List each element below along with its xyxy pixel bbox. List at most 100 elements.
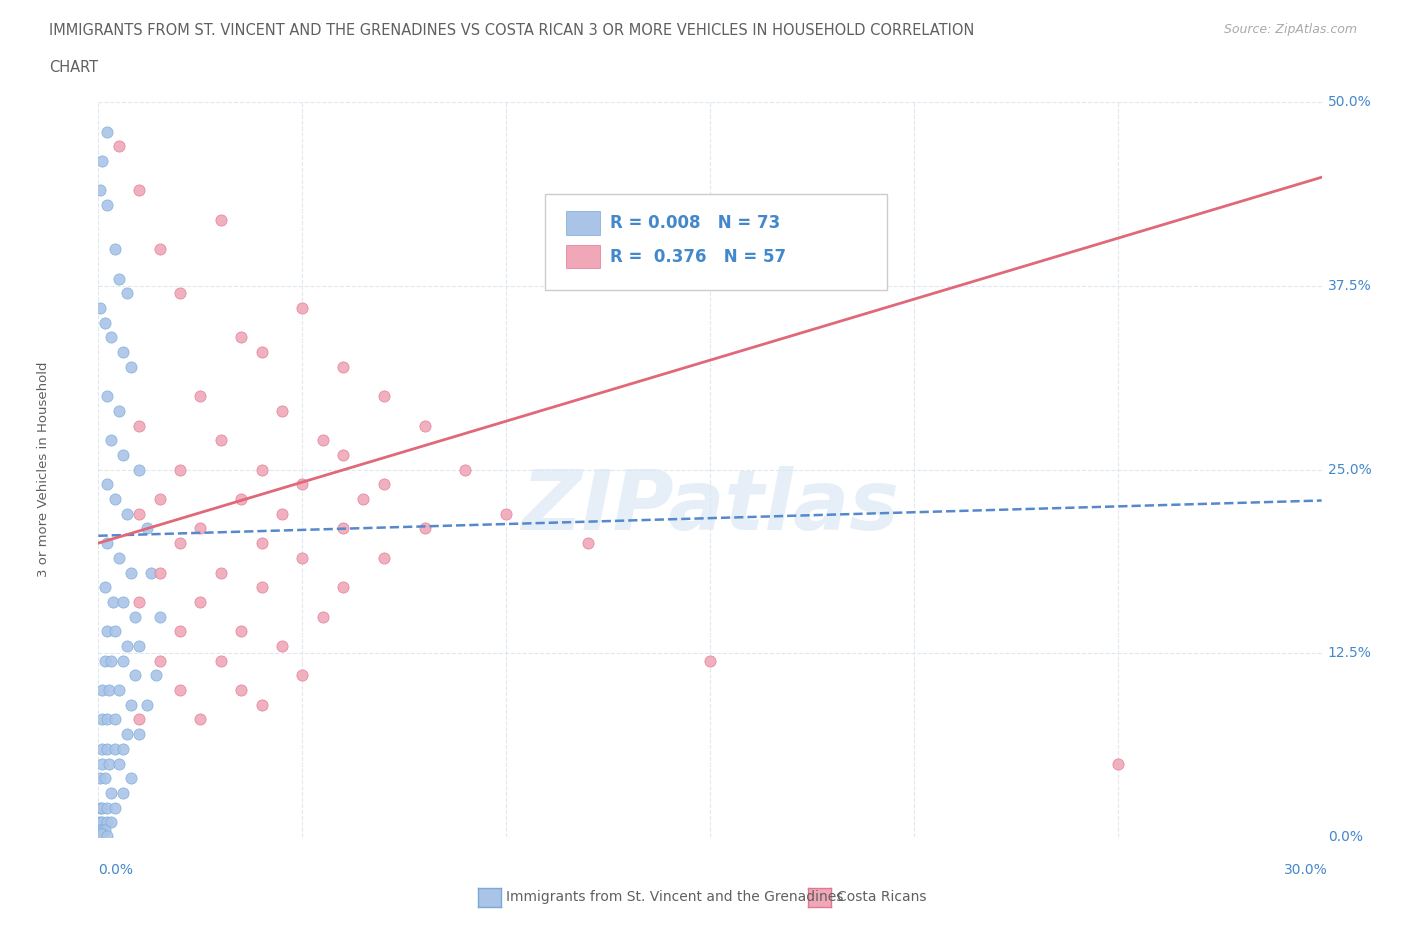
Point: [111, 741, 134, 756]
Text: Source: ZipAtlas.com: Source: ZipAtlas.com: [1223, 23, 1357, 36]
Point: [100, 815, 122, 830]
Point: [97, 683, 120, 698]
Point: [209, 653, 232, 668]
Point: [149, 492, 172, 507]
Text: 0.0%: 0.0%: [98, 863, 134, 877]
Point: [89, 800, 111, 815]
Point: [332, 579, 354, 594]
Point: [111, 594, 134, 609]
Point: [108, 756, 131, 771]
Point: [291, 477, 314, 492]
Text: 50.0%: 50.0%: [1327, 95, 1371, 110]
FancyBboxPatch shape: [546, 194, 887, 289]
Point: [270, 639, 294, 654]
Point: [89, 825, 111, 840]
Point: [332, 447, 354, 462]
Point: [352, 492, 374, 507]
Point: [96, 741, 118, 756]
Point: [111, 345, 134, 360]
Point: [124, 609, 146, 624]
Point: [89, 822, 111, 837]
Point: [93, 315, 115, 330]
Point: [149, 242, 172, 257]
Text: ZIPatlas: ZIPatlas: [522, 466, 898, 547]
Point: [169, 624, 191, 639]
Text: 3 or more Vehicles in Household: 3 or more Vehicles in Household: [37, 362, 49, 578]
Point: [169, 683, 191, 698]
Point: [149, 609, 172, 624]
Text: IMMIGRANTS FROM ST. VINCENT AND THE GRENADINES VS COSTA RICAN 3 OR MORE VEHICLES: IMMIGRANTS FROM ST. VINCENT AND THE GREN…: [49, 23, 974, 38]
Point: [104, 624, 127, 639]
Point: [108, 683, 131, 698]
Text: Immigrants from St. Vincent and the Grenadines: Immigrants from St. Vincent and the Gren…: [506, 890, 844, 905]
Bar: [565, 211, 600, 234]
Point: [96, 125, 118, 140]
Point: [149, 653, 172, 668]
Point: [312, 432, 335, 447]
Point: [89, 771, 111, 786]
Point: [93, 653, 115, 668]
Point: [373, 389, 395, 404]
Point: [108, 139, 131, 153]
Point: [93, 579, 115, 594]
Point: [104, 800, 127, 815]
Point: [495, 506, 517, 521]
Point: [209, 432, 232, 447]
Point: [101, 594, 124, 609]
Point: [169, 462, 191, 477]
Point: [96, 712, 118, 727]
Point: [108, 272, 131, 286]
Point: [145, 668, 167, 683]
Point: [576, 536, 599, 551]
Point: [141, 565, 163, 580]
Point: [270, 404, 294, 418]
Point: [373, 477, 395, 492]
Point: [96, 800, 118, 815]
Point: [231, 330, 253, 345]
Point: [250, 579, 273, 594]
Point: [91, 822, 114, 837]
Point: [97, 756, 120, 771]
Point: [96, 198, 118, 213]
Point: [89, 183, 111, 198]
Point: [128, 712, 150, 727]
Text: 37.5%: 37.5%: [1327, 279, 1371, 293]
Point: [169, 286, 191, 300]
Point: [136, 521, 159, 536]
Point: [231, 683, 253, 698]
Point: [188, 594, 212, 609]
Point: [115, 726, 138, 741]
Point: [454, 462, 477, 477]
Point: [93, 822, 115, 837]
Point: [96, 536, 118, 551]
Point: [120, 771, 142, 786]
Point: [188, 389, 212, 404]
Point: [128, 726, 150, 741]
Point: [270, 506, 294, 521]
Bar: [565, 245, 600, 269]
Point: [100, 786, 122, 801]
Point: [312, 609, 335, 624]
Point: [89, 300, 111, 315]
Point: [91, 815, 114, 830]
Point: [250, 345, 273, 360]
Point: [115, 506, 138, 521]
Point: [91, 756, 114, 771]
Text: 0.0%: 0.0%: [1327, 830, 1362, 844]
Point: [128, 506, 150, 521]
Point: [128, 183, 150, 198]
Point: [209, 212, 232, 227]
Point: [413, 521, 436, 536]
Point: [115, 639, 138, 654]
Point: [91, 712, 114, 727]
Text: 12.5%: 12.5%: [1327, 646, 1372, 660]
Point: [291, 300, 314, 315]
Point: [128, 418, 150, 433]
Point: [250, 462, 273, 477]
Point: [209, 565, 232, 580]
Point: [120, 359, 142, 374]
Point: [91, 153, 114, 168]
Point: [699, 653, 721, 668]
Text: R =  0.376   N = 57: R = 0.376 N = 57: [610, 247, 786, 266]
Point: [188, 712, 212, 727]
